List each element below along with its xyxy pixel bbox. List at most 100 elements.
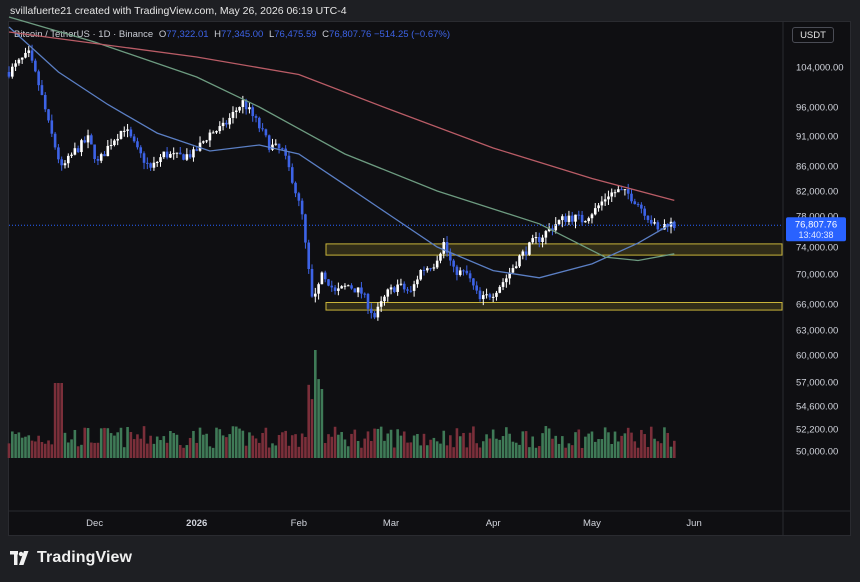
candle xyxy=(495,290,498,301)
volume-bar xyxy=(547,428,551,458)
candle-body xyxy=(636,204,640,206)
candle-body xyxy=(416,279,419,285)
volume-bar xyxy=(172,433,175,458)
candle xyxy=(416,275,419,288)
volume-bar xyxy=(557,443,561,458)
candle xyxy=(185,148,189,161)
volume-bar xyxy=(597,439,600,458)
candle-body xyxy=(600,201,604,206)
volume-bar xyxy=(478,447,482,458)
volume-bar xyxy=(346,446,350,458)
candle xyxy=(225,120,228,128)
moving-average-long xyxy=(8,31,675,202)
volume-bar xyxy=(498,439,502,458)
candle-body xyxy=(445,242,449,253)
volume-bar xyxy=(465,447,469,458)
volume-bar xyxy=(162,436,166,458)
volume-bar xyxy=(607,432,610,458)
candle-body xyxy=(557,220,561,225)
candle-body xyxy=(185,154,189,160)
candle xyxy=(636,202,640,208)
y-tick-label: 63,000.00 xyxy=(796,326,838,337)
candle-body xyxy=(478,290,482,300)
candle-body xyxy=(66,155,70,164)
candle xyxy=(76,145,80,154)
candle xyxy=(149,162,152,171)
volume-bar xyxy=(284,430,287,458)
candle-body xyxy=(103,154,106,157)
candle-body xyxy=(524,251,528,255)
volume-bar xyxy=(514,442,518,458)
volume-bar xyxy=(333,426,337,458)
candle-body xyxy=(369,308,373,314)
candle-body xyxy=(656,222,660,230)
candle-body xyxy=(640,204,643,209)
volume-bar xyxy=(501,436,505,458)
candle-body xyxy=(284,148,287,156)
volume-bar xyxy=(290,435,294,458)
volume-bar xyxy=(17,432,21,458)
volume-bar xyxy=(626,427,630,458)
candle-body xyxy=(271,144,274,150)
candle-body xyxy=(50,120,54,134)
candle xyxy=(228,113,231,129)
volume-bar xyxy=(169,430,172,458)
candle xyxy=(34,58,37,73)
candle xyxy=(376,302,380,321)
volume-bar xyxy=(649,426,653,458)
candle-body xyxy=(458,270,462,275)
candle-body xyxy=(425,268,429,271)
candle xyxy=(248,102,251,114)
candle-body xyxy=(254,116,258,118)
candle-body xyxy=(294,182,297,194)
symbol-title[interactable]: Bitcoin / TetherUS · 1D · Binance xyxy=(14,29,154,40)
candle-body xyxy=(373,313,376,318)
volume-bar xyxy=(228,434,231,458)
candle-body xyxy=(70,154,73,156)
candle xyxy=(584,220,587,223)
candle xyxy=(465,265,469,276)
candle-body xyxy=(40,85,44,95)
volume-bar xyxy=(544,426,548,458)
candle xyxy=(521,249,525,260)
volume-bar xyxy=(221,435,225,458)
candle xyxy=(544,229,548,245)
volume-bar xyxy=(330,436,334,458)
brand[interactable]: TradingView xyxy=(10,549,132,567)
volume-bar xyxy=(60,383,63,458)
y-tick-label: 91,000.00 xyxy=(796,132,838,143)
candle xyxy=(27,46,31,58)
candle xyxy=(53,131,57,150)
volume-bar xyxy=(66,442,70,458)
volume-bar xyxy=(462,432,465,458)
volume-bar xyxy=(208,446,212,458)
candle xyxy=(264,128,268,138)
candle xyxy=(640,202,643,214)
candle xyxy=(613,189,617,198)
candle-body xyxy=(241,100,245,107)
volume-bar xyxy=(24,436,27,458)
candle-body xyxy=(274,143,278,145)
candle xyxy=(425,266,429,273)
candle xyxy=(409,286,413,293)
volume-bar xyxy=(317,379,320,458)
candle-body xyxy=(356,287,360,293)
low-value: 76,475.59 xyxy=(274,29,317,40)
candle xyxy=(617,185,620,193)
currency-button[interactable]: USDT xyxy=(792,27,834,43)
symbol-legend: Bitcoin / TetherUS · 1D · Binance O77,32… xyxy=(14,29,450,40)
candle-body xyxy=(142,153,146,163)
volume-bar xyxy=(561,436,564,458)
candle xyxy=(557,219,561,226)
candle xyxy=(20,57,24,64)
candle xyxy=(37,69,40,91)
candle-body xyxy=(231,111,235,118)
volume-bar xyxy=(468,432,472,458)
candle xyxy=(139,145,143,158)
candle xyxy=(195,146,199,152)
volume-bar xyxy=(646,447,650,458)
candle xyxy=(537,232,541,248)
candle xyxy=(175,152,179,158)
candle xyxy=(623,189,627,196)
